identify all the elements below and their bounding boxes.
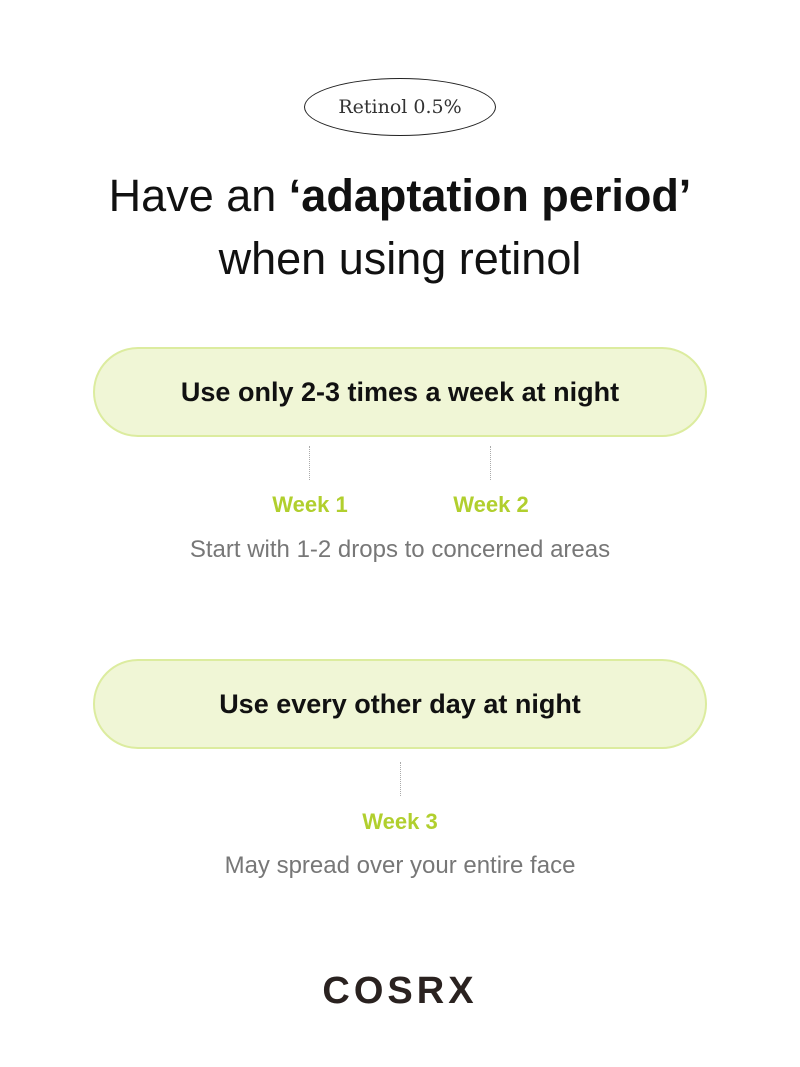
connector-line: [309, 446, 310, 480]
retinol-badge: Retinol 0.5%: [304, 78, 496, 136]
step-1-description: Start with 1-2 drops to concerned areas: [189, 536, 611, 563]
week-1-label: Week 1: [272, 492, 348, 517]
step-1-pill: Use only 2-3 times a week at night: [93, 347, 707, 437]
step-2-description: May spread over your entire face: [224, 852, 576, 879]
headline-pre: Have an: [108, 170, 289, 221]
week-2-label: Week 2: [453, 492, 529, 517]
headline-line-2: when using retinol: [218, 233, 582, 284]
connector-line: [490, 446, 491, 480]
headline-line-1: Have an ‘adaptation period’: [0, 165, 800, 227]
week-3-label: Week 3: [362, 809, 438, 834]
headline-bold: ‘adaptation period’: [288, 170, 692, 221]
step-2-pill: Use every other day at night: [93, 659, 707, 749]
connector-line: [400, 762, 401, 796]
cosrx-logo: COSRX: [322, 970, 478, 1012]
